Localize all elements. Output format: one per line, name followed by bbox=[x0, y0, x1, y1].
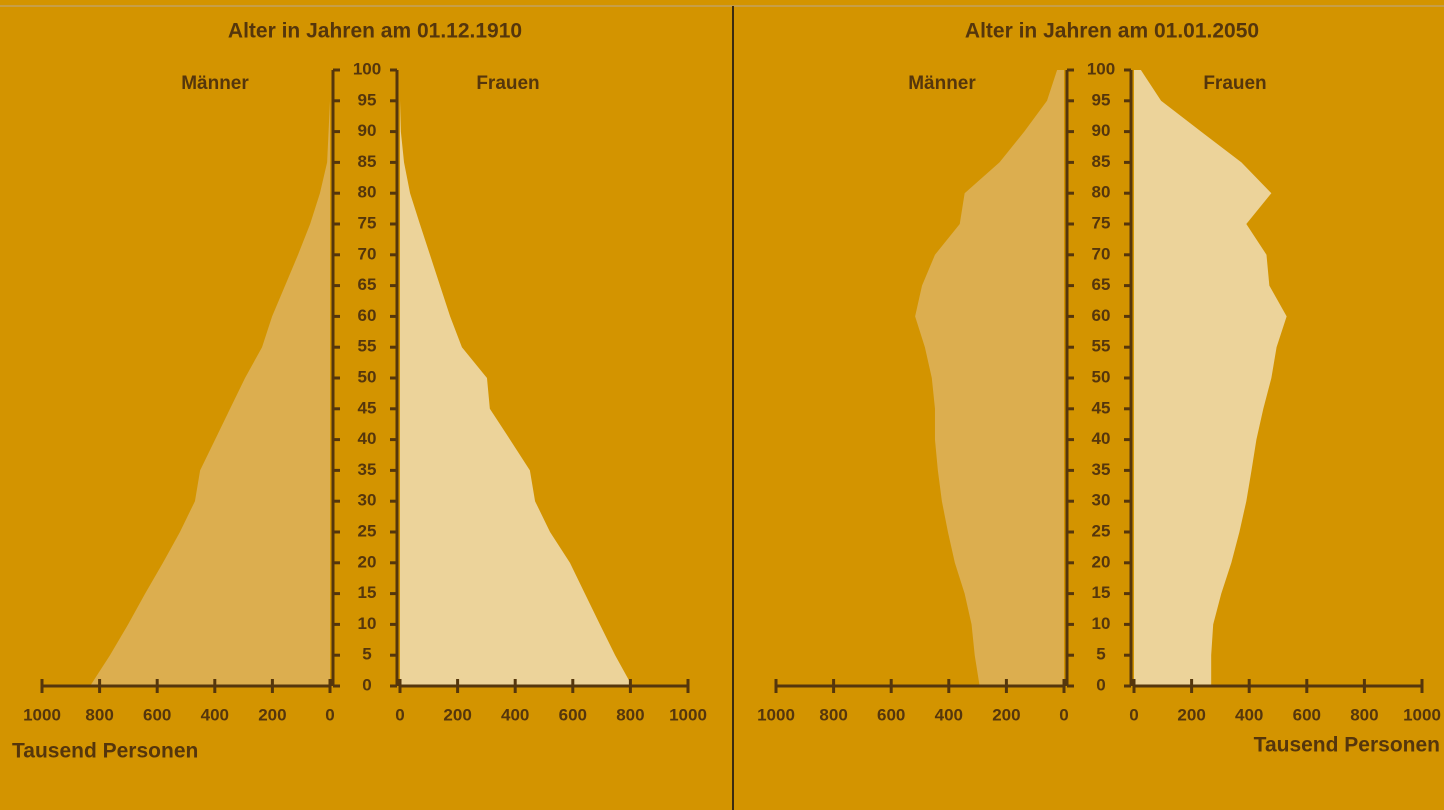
age-tick-label: 25 bbox=[358, 521, 377, 540]
x-tick-label: 800 bbox=[616, 705, 644, 724]
x-tick-label: 200 bbox=[1177, 705, 1205, 724]
age-tick-label: 55 bbox=[1092, 337, 1111, 356]
age-tick-label: 35 bbox=[1092, 460, 1111, 479]
age-tick-label: 40 bbox=[1092, 429, 1111, 448]
age-tick-label: 70 bbox=[358, 244, 377, 263]
age-tick-label: 85 bbox=[358, 152, 377, 171]
age-tick-label: 60 bbox=[358, 306, 377, 325]
legend-label: Frauen bbox=[1203, 73, 1266, 94]
x-axis-label: Tausend Personen bbox=[1254, 734, 1440, 757]
x-tick-label: 600 bbox=[559, 705, 587, 724]
x-tick-label: 400 bbox=[935, 705, 963, 724]
x-tick-label: 600 bbox=[143, 705, 171, 724]
age-tick-label: 65 bbox=[1092, 275, 1111, 294]
age-tick-label: 50 bbox=[358, 367, 377, 386]
x-tick-label: 400 bbox=[1235, 705, 1263, 724]
age-tick-label: 5 bbox=[362, 645, 371, 664]
x-tick-label: 600 bbox=[1293, 705, 1321, 724]
x-tick-label: 1000 bbox=[669, 705, 707, 724]
age-tick-label: 5 bbox=[1096, 645, 1105, 664]
chart-title: Alter in Jahren am 01.01.2050 bbox=[965, 20, 1259, 43]
age-tick-label: 45 bbox=[358, 398, 377, 417]
age-tick-label: 95 bbox=[1092, 90, 1111, 109]
age-tick-label: 30 bbox=[358, 491, 377, 510]
legend-label: Männer bbox=[181, 73, 249, 94]
legend-label: Männer bbox=[908, 73, 976, 94]
age-tick-label: 90 bbox=[358, 121, 377, 140]
x-tick-label: 400 bbox=[201, 705, 229, 724]
age-tick-label: 60 bbox=[1092, 306, 1111, 325]
population-area bbox=[400, 70, 633, 686]
x-tick-label: 1000 bbox=[757, 705, 795, 724]
age-tick-label: 90 bbox=[1092, 121, 1111, 140]
age-tick-label: 75 bbox=[1092, 213, 1111, 232]
x-tick-label: 0 bbox=[1129, 705, 1138, 724]
age-tick-label: 100 bbox=[353, 59, 381, 78]
age-tick-label: 20 bbox=[1092, 552, 1111, 571]
x-tick-label: 1000 bbox=[1403, 705, 1441, 724]
x-tick-label: 800 bbox=[85, 705, 113, 724]
age-tick-label: 20 bbox=[358, 552, 377, 571]
age-tick-label: 70 bbox=[1092, 244, 1111, 263]
age-tick-label: 35 bbox=[358, 460, 377, 479]
x-tick-label: 200 bbox=[258, 705, 286, 724]
age-tick-label: 0 bbox=[362, 675, 371, 694]
age-tick-label: 95 bbox=[358, 90, 377, 109]
age-tick-label: 50 bbox=[1092, 367, 1111, 386]
x-tick-label: 400 bbox=[501, 705, 529, 724]
x-tick-label: 1000 bbox=[23, 705, 61, 724]
x-axis-label: Tausend Personen bbox=[12, 740, 198, 763]
age-tick-label: 40 bbox=[358, 429, 377, 448]
age-tick-label: 25 bbox=[1092, 521, 1111, 540]
population-area bbox=[1134, 70, 1287, 686]
population-area bbox=[915, 70, 1064, 686]
x-tick-label: 800 bbox=[819, 705, 847, 724]
age-tick-label: 85 bbox=[1092, 152, 1111, 171]
age-tick-label: 75 bbox=[358, 213, 377, 232]
age-tick-label: 80 bbox=[1092, 183, 1111, 202]
age-tick-label: 15 bbox=[358, 583, 377, 602]
chart-title: Alter in Jahren am 01.12.1910 bbox=[228, 20, 522, 43]
age-tick-label: 45 bbox=[1092, 398, 1111, 417]
age-tick-label: 10 bbox=[1092, 614, 1111, 633]
age-tick-label: 15 bbox=[1092, 583, 1111, 602]
x-tick-label: 0 bbox=[325, 705, 334, 724]
age-tick-label: 30 bbox=[1092, 491, 1111, 510]
age-tick-label: 80 bbox=[358, 183, 377, 202]
x-tick-label: 200 bbox=[992, 705, 1020, 724]
age-tick-label: 65 bbox=[358, 275, 377, 294]
x-tick-label: 0 bbox=[1059, 705, 1068, 724]
age-tick-label: 100 bbox=[1087, 59, 1115, 78]
age-tick-label: 0 bbox=[1096, 675, 1105, 694]
legend-label: Frauen bbox=[476, 73, 539, 94]
x-tick-label: 200 bbox=[443, 705, 471, 724]
age-tick-label: 10 bbox=[358, 614, 377, 633]
population-area bbox=[90, 70, 330, 686]
x-tick-label: 800 bbox=[1350, 705, 1378, 724]
age-tick-label: 55 bbox=[358, 337, 377, 356]
x-tick-label: 0 bbox=[395, 705, 404, 724]
x-tick-label: 600 bbox=[877, 705, 905, 724]
